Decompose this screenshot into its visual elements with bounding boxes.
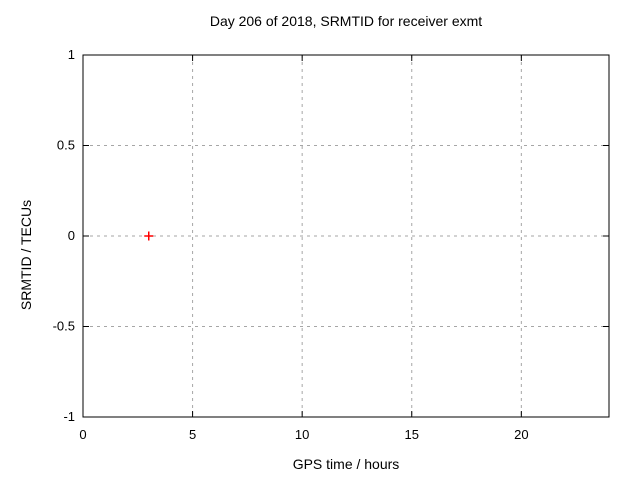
chart-title: Day 206 of 2018, SRMTID for receiver exm…	[209, 13, 483, 29]
y-tick-label: -0.5	[53, 319, 75, 334]
y-tick-label: -1	[63, 409, 75, 424]
y-axis-label: SRMTID / TECUs	[18, 199, 34, 311]
y-tick-label: 1	[68, 47, 75, 62]
x-tick-label: 20	[514, 427, 528, 442]
x-tick-label: 15	[405, 427, 419, 442]
x-tick-label: 0	[79, 427, 86, 442]
y-tick-label: 0	[68, 228, 75, 243]
x-tick-label: 10	[295, 427, 309, 442]
x-axis-label: GPS time / hours	[292, 456, 400, 472]
y-tick-label: 0.5	[57, 138, 75, 153]
x-tick-label: 5	[189, 427, 196, 442]
